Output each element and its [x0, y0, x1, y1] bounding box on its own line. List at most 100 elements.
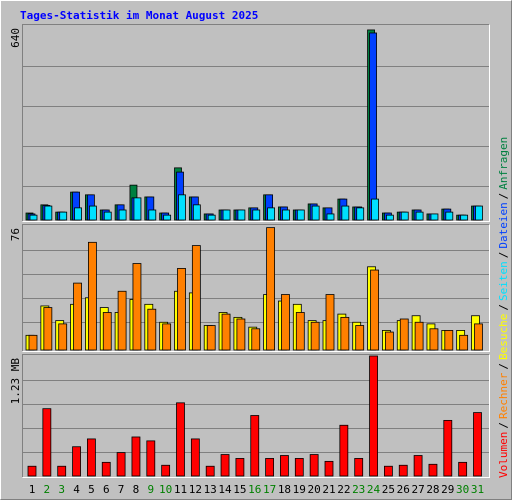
bar — [132, 263, 142, 351]
bar — [443, 419, 453, 477]
bar — [430, 213, 439, 221]
x-tick-label: 11 — [174, 483, 187, 496]
bar — [341, 205, 350, 221]
x-tick-label: 8 — [133, 483, 140, 496]
bar — [369, 32, 377, 221]
legend-entry: Dateien — [497, 202, 510, 248]
bar — [458, 461, 468, 477]
x-tick-label: 17 — [263, 483, 276, 496]
bar — [400, 211, 409, 221]
legend-separator: / — [497, 193, 510, 200]
bar — [28, 334, 38, 351]
bar — [163, 214, 172, 221]
bar — [311, 205, 320, 221]
legend-entry: Rechner — [497, 372, 510, 419]
bar — [475, 205, 483, 221]
bar — [220, 454, 230, 477]
x-tick-label: 25 — [382, 483, 395, 496]
bar — [296, 209, 305, 221]
bar — [414, 321, 424, 351]
legend-separator: / — [497, 252, 510, 259]
bar — [161, 464, 171, 477]
bar — [116, 452, 126, 477]
bar — [385, 214, 394, 221]
y-tick-label: 76 — [9, 228, 22, 241]
bar — [413, 455, 423, 477]
bar — [178, 194, 186, 221]
bar — [445, 211, 454, 221]
legend-separator: / — [497, 422, 510, 429]
y-tick-label: 1.23 MB — [9, 358, 22, 405]
bar — [325, 294, 335, 351]
bar — [207, 214, 216, 221]
legend-separator: / — [497, 363, 510, 370]
bar — [428, 463, 438, 477]
bar — [235, 458, 245, 477]
x-tick-label: 13 — [204, 483, 217, 496]
legend-entry: Volumen — [497, 432, 510, 478]
bar — [192, 204, 201, 221]
bar — [236, 318, 246, 351]
panel-light — [22, 354, 490, 478]
bar — [43, 307, 53, 351]
bar — [176, 402, 185, 477]
bar — [117, 290, 127, 351]
bar — [87, 438, 96, 477]
bar — [265, 458, 275, 477]
bar — [252, 209, 261, 221]
bar — [205, 465, 215, 477]
x-tick-label: 24 — [367, 483, 381, 496]
x-tick-label: 19 — [293, 483, 306, 496]
bar — [146, 440, 156, 477]
x-tick-label: 14 — [218, 483, 232, 496]
legend-entry: Seiten — [497, 261, 510, 301]
bar — [221, 313, 231, 351]
bar — [250, 415, 260, 477]
bar — [324, 460, 334, 477]
bar — [444, 330, 454, 351]
x-tick-label: 16 — [248, 483, 261, 496]
x-tick-label: 21 — [322, 483, 335, 496]
bar — [206, 325, 216, 351]
bar — [29, 214, 38, 221]
bar — [133, 197, 142, 221]
bar — [415, 211, 424, 221]
panel-shadow — [22, 24, 490, 221]
x-tick-label: 12 — [189, 483, 202, 496]
x-tick-label: 31 — [471, 483, 484, 496]
x-tick-label: 3 — [58, 483, 65, 496]
panel-shadow — [22, 354, 490, 477]
bar — [267, 207, 276, 221]
x-tick-label: 4 — [73, 483, 80, 496]
bar — [310, 321, 320, 351]
bar — [88, 241, 97, 351]
bar — [42, 408, 52, 477]
bar — [74, 207, 82, 221]
bar — [369, 355, 378, 477]
x-tick-label: 20 — [308, 483, 321, 496]
bar — [72, 446, 81, 477]
x-tick-label: 26 — [397, 483, 410, 496]
bar — [118, 209, 127, 221]
bar — [59, 211, 68, 221]
x-tick-label: 1 — [29, 483, 36, 496]
panel-shadow — [22, 224, 490, 351]
legend-separator: / — [497, 304, 510, 311]
bar — [190, 438, 200, 477]
bar — [222, 209, 231, 221]
bar — [370, 269, 379, 351]
x-tick-label: 22 — [337, 483, 350, 496]
bar — [371, 198, 379, 221]
bar — [398, 464, 408, 477]
bar — [73, 282, 82, 351]
bar — [459, 334, 469, 351]
x-tick-label: 6 — [103, 483, 110, 496]
bar — [101, 461, 111, 477]
bar — [102, 312, 112, 351]
bar — [89, 205, 97, 221]
bar — [131, 436, 141, 477]
x-tick-label: 15 — [233, 483, 246, 496]
legend-entry: Anfragen — [497, 137, 510, 190]
